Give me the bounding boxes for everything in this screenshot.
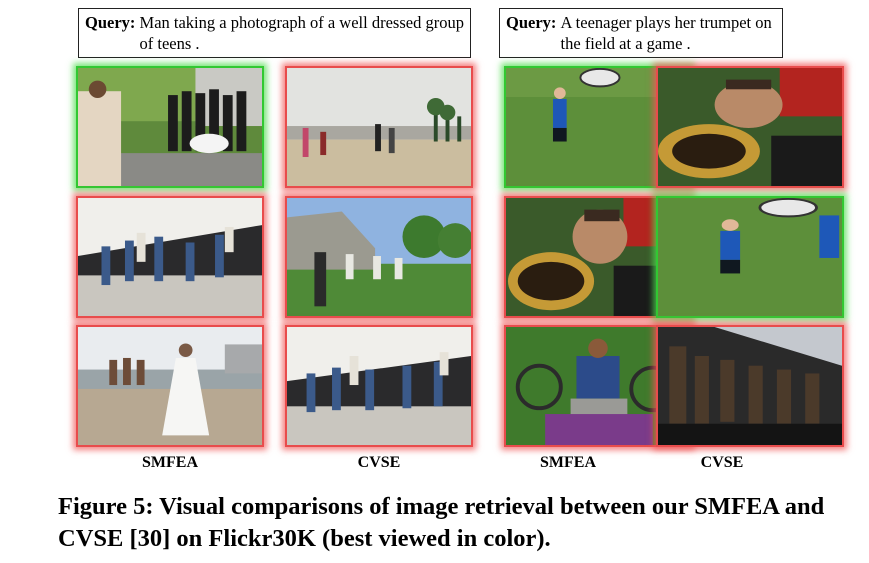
query-text: Man taking a photograph of a well dresse… <box>139 13 464 53</box>
column-label-smfea-left: SMFEA <box>142 454 198 471</box>
query-label: Query: <box>85 13 136 32</box>
retrieved-image-jumping-group-2 <box>285 325 473 447</box>
query-text: A teenager plays her trumpet on the fiel… <box>560 13 772 53</box>
column-label-cvse-left: CVSE <box>357 454 401 471</box>
query-box-left: Query: Man taking a photograph of a well… <box>78 8 471 58</box>
retrieved-image-ruins-tourists <box>285 196 473 318</box>
retrieved-image-photographer-group <box>76 66 264 188</box>
retrieved-image-jumping-group <box>76 196 264 318</box>
query-label: Query: <box>506 13 557 32</box>
retrieved-image-trumpet-closeup-2 <box>656 66 844 188</box>
column-label-cvse-right: CVSE <box>700 454 744 471</box>
query-box-right: Query: A teenager plays her trumpet on t… <box>499 8 783 58</box>
retrieved-image-trumpet-field-2 <box>656 196 844 318</box>
figure-caption: Figure 5: Visual comparisons of image re… <box>58 493 825 552</box>
retrieved-image-band-stage <box>656 325 844 447</box>
retrieved-image-bride-pier <box>76 325 264 447</box>
retrieved-image-beach-walkers <box>285 66 473 188</box>
column-label-smfea-right: SMFEA <box>540 454 596 471</box>
